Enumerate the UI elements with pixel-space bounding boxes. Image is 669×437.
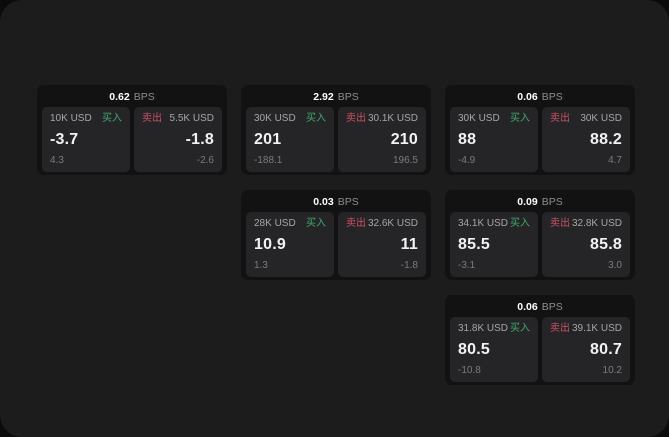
- bps-unit-label: BPS: [541, 196, 563, 208]
- bps-value: 0.03: [313, 196, 334, 208]
- bps-unit-label: BPS: [337, 196, 359, 208]
- card-body: 30K USD 买入 88 -4.9 卖出 30K USD 88.2 4.7: [445, 107, 635, 172]
- sell-price: 80.7: [590, 341, 622, 358]
- buy-quote-tile[interactable]: 28K USD 买入 10.9 1.3: [246, 212, 334, 277]
- buy-side-label: 买入: [510, 323, 530, 334]
- card-header: 0.06 BPS: [445, 85, 635, 107]
- buy-price: 201: [254, 131, 282, 148]
- sell-delta: -1.8: [400, 260, 418, 271]
- buy-amount: 34.1K USD: [458, 218, 509, 229]
- buy-quote-tile[interactable]: 30K USD 买入 201 -188.1: [246, 107, 334, 172]
- bps-unit-label: BPS: [133, 91, 155, 103]
- buy-quote-tile[interactable]: 30K USD 买入 88 -4.9: [450, 107, 538, 172]
- buy-side-label: 买入: [102, 113, 122, 124]
- sell-amount: 32.8K USD: [571, 218, 622, 229]
- bps-unit-label: BPS: [337, 91, 359, 103]
- sell-amount: 32.6K USD: [367, 218, 418, 229]
- buy-amount: 30K USD: [458, 113, 500, 124]
- sell-price: 210: [390, 131, 418, 148]
- buy-price: 10.9: [254, 236, 286, 253]
- buy-quote-tile[interactable]: 31.8K USD 买入 80.5 -10.8: [450, 317, 538, 382]
- sell-side-label: 卖出: [550, 113, 570, 124]
- buy-amount: 30K USD: [254, 113, 296, 124]
- sell-delta: 10.2: [602, 365, 622, 376]
- quote-card: 0.03 BPS 28K USD 买入 10.9 1.3 卖出 32.6K US…: [241, 190, 431, 280]
- sell-quote-tile[interactable]: 卖出 30.1K USD 210 196.5: [338, 107, 426, 172]
- buy-quote-tile[interactable]: 10K USD 买入 -3.7 4.3: [42, 107, 130, 172]
- sell-side-label: 卖出: [550, 218, 570, 229]
- sell-delta: -2.6: [196, 155, 214, 166]
- card-header: 0.09 BPS: [445, 190, 635, 212]
- card-body: 34.1K USD 买入 85.5 -3.1 卖出 32.8K USD 85.8…: [445, 212, 635, 277]
- card-header: 0.03 BPS: [241, 190, 431, 212]
- sell-side-label: 卖出: [550, 323, 570, 334]
- buy-amount: 10K USD: [50, 113, 92, 124]
- buy-price: 85.5: [458, 236, 490, 253]
- sell-price: 85.8: [590, 236, 622, 253]
- buy-side-label: 买入: [306, 218, 326, 229]
- sell-quote-tile[interactable]: 卖出 39.1K USD 80.7 10.2: [542, 317, 630, 382]
- card-body: 30K USD 买入 201 -188.1 卖出 30.1K USD 210 1…: [241, 107, 431, 172]
- bps-value: 0.09: [517, 196, 538, 208]
- sell-delta: 196.5: [392, 155, 418, 166]
- card-header: 0.06 BPS: [445, 295, 635, 317]
- sell-amount: 30K USD: [580, 113, 622, 124]
- card-body: 31.8K USD 买入 80.5 -10.8 卖出 39.1K USD 80.…: [445, 317, 635, 382]
- buy-delta: -10.8: [458, 365, 481, 376]
- bps-value: 2.92: [313, 91, 334, 103]
- sell-amount: 30.1K USD: [367, 113, 418, 124]
- sell-price: 88.2: [590, 131, 622, 148]
- quote-card: 2.92 BPS 30K USD 买入 201 -188.1 卖出 30.1K …: [241, 85, 431, 175]
- buy-delta: -188.1: [254, 155, 283, 166]
- sell-quote-tile[interactable]: 卖出 30K USD 88.2 4.7: [542, 107, 630, 172]
- sell-quote-tile[interactable]: 卖出 32.6K USD 11 -1.8: [338, 212, 426, 277]
- quote-card: 0.09 BPS 34.1K USD 买入 85.5 -3.1 卖出 32.8K…: [445, 190, 635, 280]
- bps-unit-label: BPS: [541, 91, 563, 103]
- buy-side-label: 买入: [510, 113, 530, 124]
- buy-delta: 1.3: [254, 260, 268, 271]
- card-header: 0.62 BPS: [37, 85, 227, 107]
- card-body: 28K USD 买入 10.9 1.3 卖出 32.6K USD 11 -1.8: [241, 212, 431, 277]
- buy-price: 80.5: [458, 341, 490, 358]
- quote-card: 0.06 BPS 31.8K USD 买入 80.5 -10.8 卖出 39.1…: [445, 295, 635, 385]
- buy-side-label: 买入: [510, 218, 530, 229]
- bps-unit-label: BPS: [541, 301, 563, 313]
- sell-price: 11: [400, 236, 418, 253]
- sell-price: -1.8: [185, 131, 214, 148]
- bps-value: 0.06: [517, 301, 538, 313]
- buy-quote-tile[interactable]: 34.1K USD 买入 85.5 -3.1: [450, 212, 538, 277]
- sell-side-label: 卖出: [142, 113, 162, 124]
- buy-side-label: 买入: [306, 113, 326, 124]
- bps-value: 0.06: [517, 91, 538, 103]
- sell-amount: 5.5K USD: [169, 113, 214, 124]
- sell-quote-tile[interactable]: 卖出 32.8K USD 85.8 3.0: [542, 212, 630, 277]
- sell-side-label: 卖出: [346, 113, 366, 124]
- buy-amount: 28K USD: [254, 218, 296, 229]
- quote-card: 0.62 BPS 10K USD 买入 -3.7 4.3 卖出 5.5K USD: [37, 85, 227, 175]
- bps-value: 0.62: [109, 91, 130, 103]
- buy-price: -3.7: [50, 131, 79, 148]
- buy-delta: -3.1: [458, 260, 476, 271]
- sell-delta: 4.7: [608, 155, 622, 166]
- sell-quote-tile[interactable]: 卖出 5.5K USD -1.8 -2.6: [134, 107, 222, 172]
- buy-delta: -4.9: [458, 155, 476, 166]
- buy-price: 88: [458, 131, 477, 148]
- sell-side-label: 卖出: [346, 218, 366, 229]
- quote-card: 0.06 BPS 30K USD 买入 88 -4.9 卖出 30K USD: [445, 85, 635, 175]
- buy-amount: 31.8K USD: [458, 323, 509, 334]
- card-header: 2.92 BPS: [241, 85, 431, 107]
- buy-delta: 4.3: [50, 155, 64, 166]
- card-body: 10K USD 买入 -3.7 4.3 卖出 5.5K USD -1.8 -2.…: [37, 107, 227, 172]
- sell-amount: 39.1K USD: [571, 323, 622, 334]
- sell-delta: 3.0: [608, 260, 622, 271]
